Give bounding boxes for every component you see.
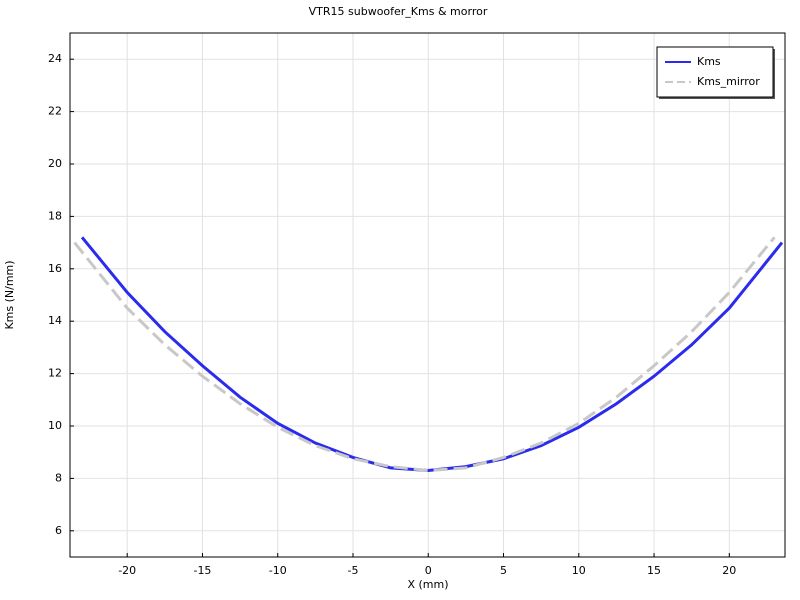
y-tick-label: 24 bbox=[48, 52, 62, 65]
chart-title: VTR15 subwoofer_Kms & morror bbox=[309, 5, 488, 18]
y-tick-label: 6 bbox=[55, 524, 62, 537]
y-tick-label: 16 bbox=[48, 262, 62, 275]
x-tick-label: 5 bbox=[500, 564, 507, 577]
x-tick-label: 15 bbox=[647, 564, 661, 577]
y-tick-label: 12 bbox=[48, 367, 62, 380]
plot-frame bbox=[69, 32, 786, 558]
line-series bbox=[73, 236, 776, 473]
y-tick-label: 22 bbox=[48, 105, 62, 118]
legend-label: Kms bbox=[697, 55, 721, 68]
x-tick-label: 0 bbox=[425, 564, 432, 577]
x-tick-label: 20 bbox=[722, 564, 736, 577]
x-axis-label: X (mm) bbox=[407, 578, 448, 591]
y-tick-label: 10 bbox=[48, 419, 62, 432]
x-tick-label: -20 bbox=[118, 564, 136, 577]
x-tick-label: -10 bbox=[269, 564, 287, 577]
y-tick-label: 20 bbox=[48, 157, 62, 170]
x-tick-label: -15 bbox=[193, 564, 211, 577]
line-series bbox=[80, 236, 784, 473]
legend-label: Kms_mirror bbox=[697, 75, 760, 88]
legend-box bbox=[656, 46, 774, 98]
y-tick-label: 14 bbox=[48, 314, 62, 327]
x-tick-label: -5 bbox=[348, 564, 359, 577]
y-axis-label: Kms (N/mm) bbox=[3, 260, 16, 329]
y-tick-label: 8 bbox=[55, 471, 62, 484]
y-tick-label: 18 bbox=[48, 209, 62, 222]
x-tick-label: 10 bbox=[572, 564, 586, 577]
